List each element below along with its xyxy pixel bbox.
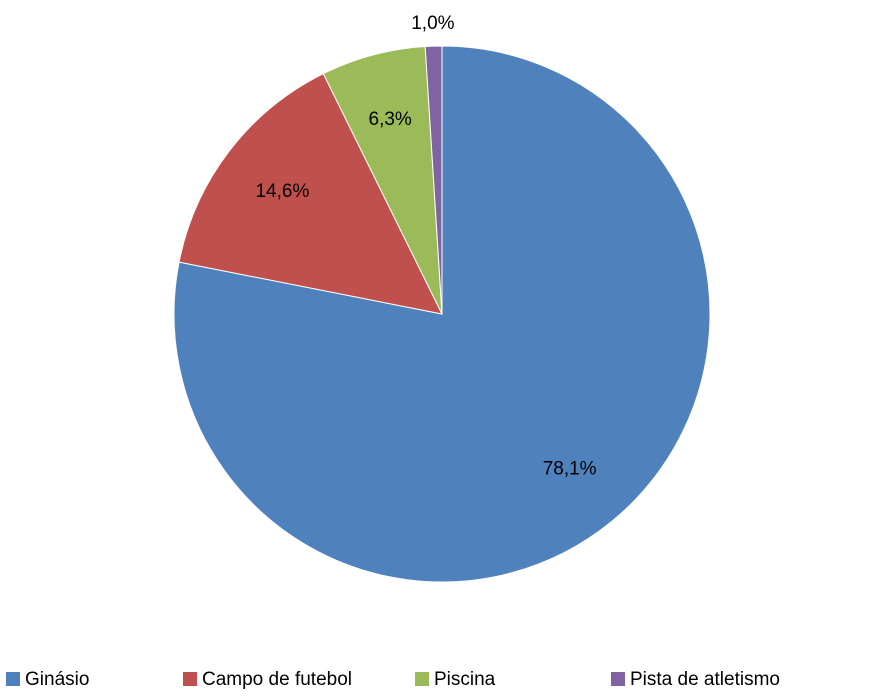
legend-swatch	[183, 672, 197, 686]
legend-label: Piscina	[434, 669, 496, 690]
legend-label: Pista de atletismo	[630, 669, 780, 690]
legend-label: Campo de futebol	[202, 669, 352, 690]
legend-swatch	[415, 672, 429, 686]
data-label: 1,0%	[411, 13, 454, 34]
data-label: 6,3%	[369, 109, 412, 130]
legend-swatch	[611, 672, 625, 686]
data-label: 14,6%	[255, 181, 309, 202]
data-label: 78,1%	[543, 458, 597, 479]
legend-swatch	[6, 672, 20, 686]
pie-slice	[424, 45, 443, 315]
pie-slice	[178, 73, 443, 315]
legend-label: Ginásio	[25, 669, 89, 690]
